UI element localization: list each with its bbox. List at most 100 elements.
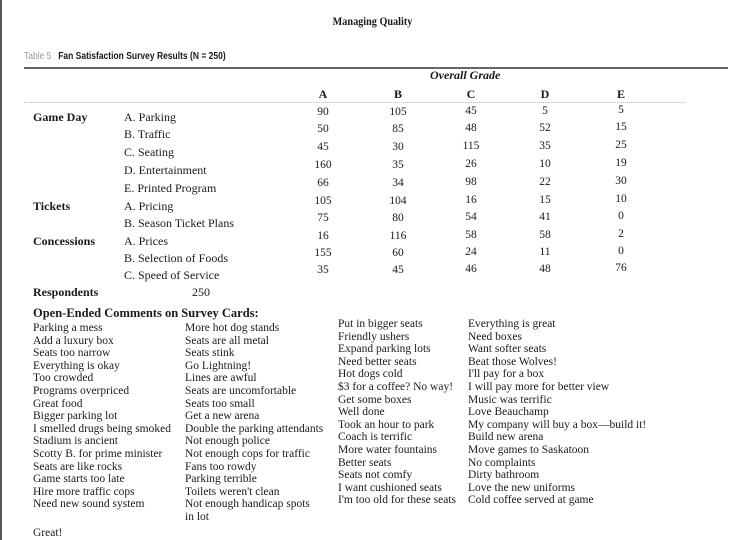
comment-item: Not enough cops for traffic	[185, 448, 310, 460]
column-header-e: E	[616, 87, 625, 101]
table-cell: 5	[618, 104, 624, 117]
table-cell: 45	[465, 105, 477, 118]
table-cell: 0	[618, 210, 624, 223]
comment-item: Fans too rowdy	[185, 460, 257, 473]
comment-item: Bigger parking lot	[33, 410, 118, 423]
comment-item: My company will buy a box—build it!	[468, 418, 647, 431]
row-label: B. Selection of Foods	[124, 251, 228, 265]
table-cell: 16	[317, 230, 329, 242]
table-cell: 15	[539, 193, 551, 206]
table-cell: 22	[539, 175, 551, 188]
row-label: C. Seating	[124, 145, 174, 159]
table-cell: 60	[392, 246, 404, 259]
row-label: D. Entertainment	[124, 163, 207, 177]
comment-item: Seats stink	[185, 347, 235, 360]
comment-item: Programs overpriced	[33, 385, 130, 397]
comment-item: I smelled drugs being smoked	[33, 422, 171, 435]
comment-item: Dirty bathroom	[468, 469, 540, 482]
comment-item: Expand parking lots	[338, 343, 431, 356]
comment-item: Love Beauchamp	[468, 406, 549, 419]
comments-title: Open-Ended Comments on Survey Cards:	[33, 306, 259, 320]
comment-item: Seats are uncomfortable	[185, 385, 297, 397]
table-cell: 46	[465, 263, 477, 276]
comment-item: Add a luxury box	[33, 334, 114, 347]
table-cell: 58	[465, 229, 477, 242]
comment-item: Music was terrific	[468, 393, 552, 406]
table-cell: 58	[539, 228, 551, 241]
comment-item: Scotty B. for prime minister	[33, 448, 163, 460]
table-cell: 50	[317, 123, 329, 135]
row-label: B. Season Ticket Plans	[124, 216, 235, 230]
table-cell: 35	[317, 264, 329, 276]
comment-item: Need new sound system	[33, 498, 145, 511]
table-cell: 25	[615, 139, 627, 152]
table-cell: 0	[618, 245, 624, 258]
comment-item: Too crowded	[33, 372, 94, 385]
table-cell: 26	[465, 158, 477, 171]
comment-item: Move games to Saskatoon	[468, 444, 590, 456]
comment-item: Better seats	[338, 456, 392, 469]
comment-item: I want cushioned seats	[338, 481, 442, 494]
comment-item: Not enough police	[185, 435, 270, 448]
comment-item: Beat those Wolves!	[468, 355, 557, 368]
comment-item: in lot	[185, 511, 209, 523]
comment-item: Get a new arena	[185, 410, 260, 423]
comment-item: Seats are like rocks	[33, 460, 123, 473]
table-cell: 66	[317, 177, 329, 189]
comment-item: More hot dog stands	[185, 322, 280, 334]
comment-item: Build new arena	[468, 431, 544, 444]
comment-item: Love the new uniforms	[468, 481, 575, 494]
comment-item: Get some boxes	[338, 393, 412, 406]
table-cell: 2	[618, 228, 624, 241]
overall-grade-header: Overall Grade	[430, 68, 501, 82]
comment-item: Great food	[33, 397, 83, 410]
column-header-a: A	[318, 87, 328, 101]
row-label: A. Prices	[124, 234, 168, 248]
table-cell: 41	[539, 210, 551, 223]
section-label: Concessions	[33, 234, 96, 248]
page-edge	[0, 0, 2, 540]
comment-item: Toilets weren't clean	[185, 485, 280, 498]
table-cell: 54	[465, 211, 477, 224]
row-label: A. Pricing	[124, 199, 174, 213]
comment-item: Hot dogs cold	[338, 368, 403, 381]
row-label: B. Traffic	[124, 127, 171, 141]
table-cell: 30	[615, 175, 627, 188]
table-cell: 52	[539, 121, 551, 134]
comment-item: I'm too old for these seats	[338, 494, 457, 507]
comment-item: Coach is terrific	[338, 431, 413, 444]
comment-item: More water fountains	[338, 444, 437, 456]
table-cell: 80	[392, 211, 404, 224]
table-cell: 11	[539, 245, 551, 258]
table-top-rule	[24, 67, 728, 69]
table-label: Table 5	[24, 51, 52, 62]
comment-item: Parking a mess	[33, 322, 103, 334]
comment-item: Seats too small	[185, 397, 255, 410]
table-cell: 76	[615, 262, 627, 275]
comment-trailing: Great!	[33, 527, 63, 539]
comment-item: Need better seats	[338, 355, 417, 368]
table-cell: 116	[389, 229, 407, 242]
table-cell: 16	[465, 194, 477, 207]
table-caption-text: Fan Satisfaction Survey Results (N = 250…	[58, 51, 226, 62]
comment-item: Seats are all metal	[185, 334, 269, 347]
comment-item: Friendly ushers	[338, 330, 410, 343]
comment-item: Took an hour to park	[338, 418, 435, 431]
comment-item: I'll pay for a box	[468, 368, 545, 381]
table-cell: 45	[317, 141, 329, 153]
comment-item: Everything is okay	[33, 359, 120, 372]
table-cell: 75	[317, 212, 329, 224]
table-cell: 15	[615, 121, 627, 134]
comment-item: Well done	[338, 406, 385, 419]
comment-item: Need boxes	[468, 330, 522, 343]
comment-item: Not enough handicap spots	[185, 498, 310, 511]
comment-item: Hire more traffic cops	[33, 485, 135, 498]
comment-item: Cold coffee served at game	[468, 494, 594, 507]
table-cell: 35	[392, 158, 404, 171]
respondents-value: 250	[192, 285, 210, 299]
comment-item: $3 for a coffee? No way!	[338, 381, 454, 393]
table-cell: 104	[389, 194, 407, 207]
comment-item: I will pay more for better view	[468, 381, 610, 393]
comment-item: No complaints	[468, 456, 536, 469]
table-cell: 85	[392, 122, 404, 135]
